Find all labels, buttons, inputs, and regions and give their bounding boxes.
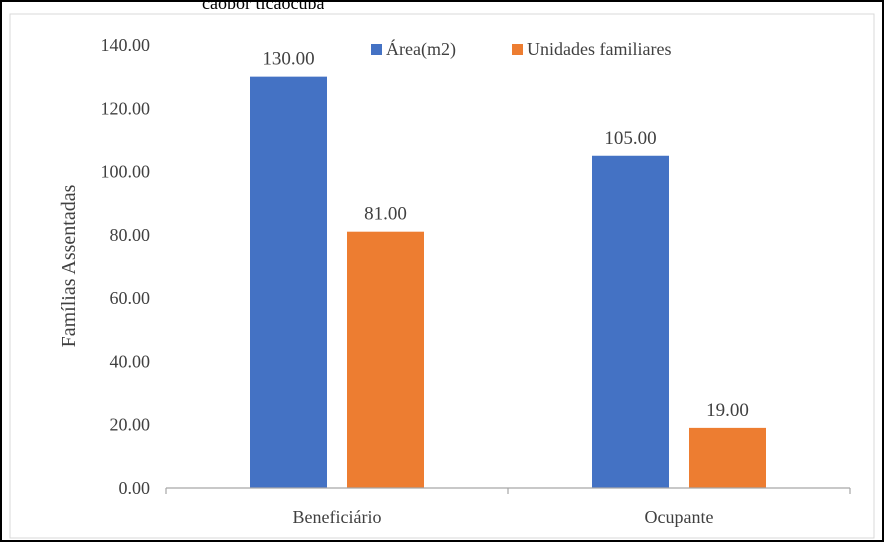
legend-swatch (371, 44, 382, 55)
bar (689, 427, 766, 488)
data-label: 81.00 (364, 204, 407, 225)
data-label: 105.00 (604, 128, 656, 149)
bar (347, 231, 424, 488)
bars-group (250, 76, 766, 489)
legend-label: Área(m2) (386, 38, 456, 60)
y-tick-label: 140.00 (101, 35, 151, 55)
y-tick-label: 80.00 (110, 225, 151, 245)
y-tick-label: 40.00 (110, 351, 151, 371)
y-tick-label: 0.00 (119, 478, 151, 498)
y-tick-label: 20.00 (110, 415, 151, 435)
x-axis-categories: Beneficiário Ocupante (165, 488, 851, 527)
y-axis-title: Famílias Assentadas (58, 184, 80, 347)
data-label: 19.00 (706, 400, 749, 421)
bar (250, 76, 327, 489)
caption-fragment: çãopor tiçãocupa (202, 0, 324, 9)
legend-swatch (512, 44, 523, 55)
y-tick-label: 100.00 (101, 162, 151, 182)
bar (592, 155, 669, 488)
legend-label: Unidades familiares (527, 39, 671, 59)
y-tick-label: 60.00 (110, 288, 151, 308)
y-axis-ticks: 0.00 20.00 40.00 60.00 80.00 100.00 120.00 140.… (101, 35, 151, 498)
x-category-label: Beneficiário (293, 507, 382, 527)
data-labels-group: 130.00 81.00 105.00 19.00 (262, 49, 749, 421)
y-tick-label: 120.00 (101, 98, 151, 118)
x-category-label: Ocupante (645, 507, 714, 527)
legend: Área(m2) Unidades familiares (371, 38, 671, 60)
data-label: 130.00 (262, 49, 314, 70)
